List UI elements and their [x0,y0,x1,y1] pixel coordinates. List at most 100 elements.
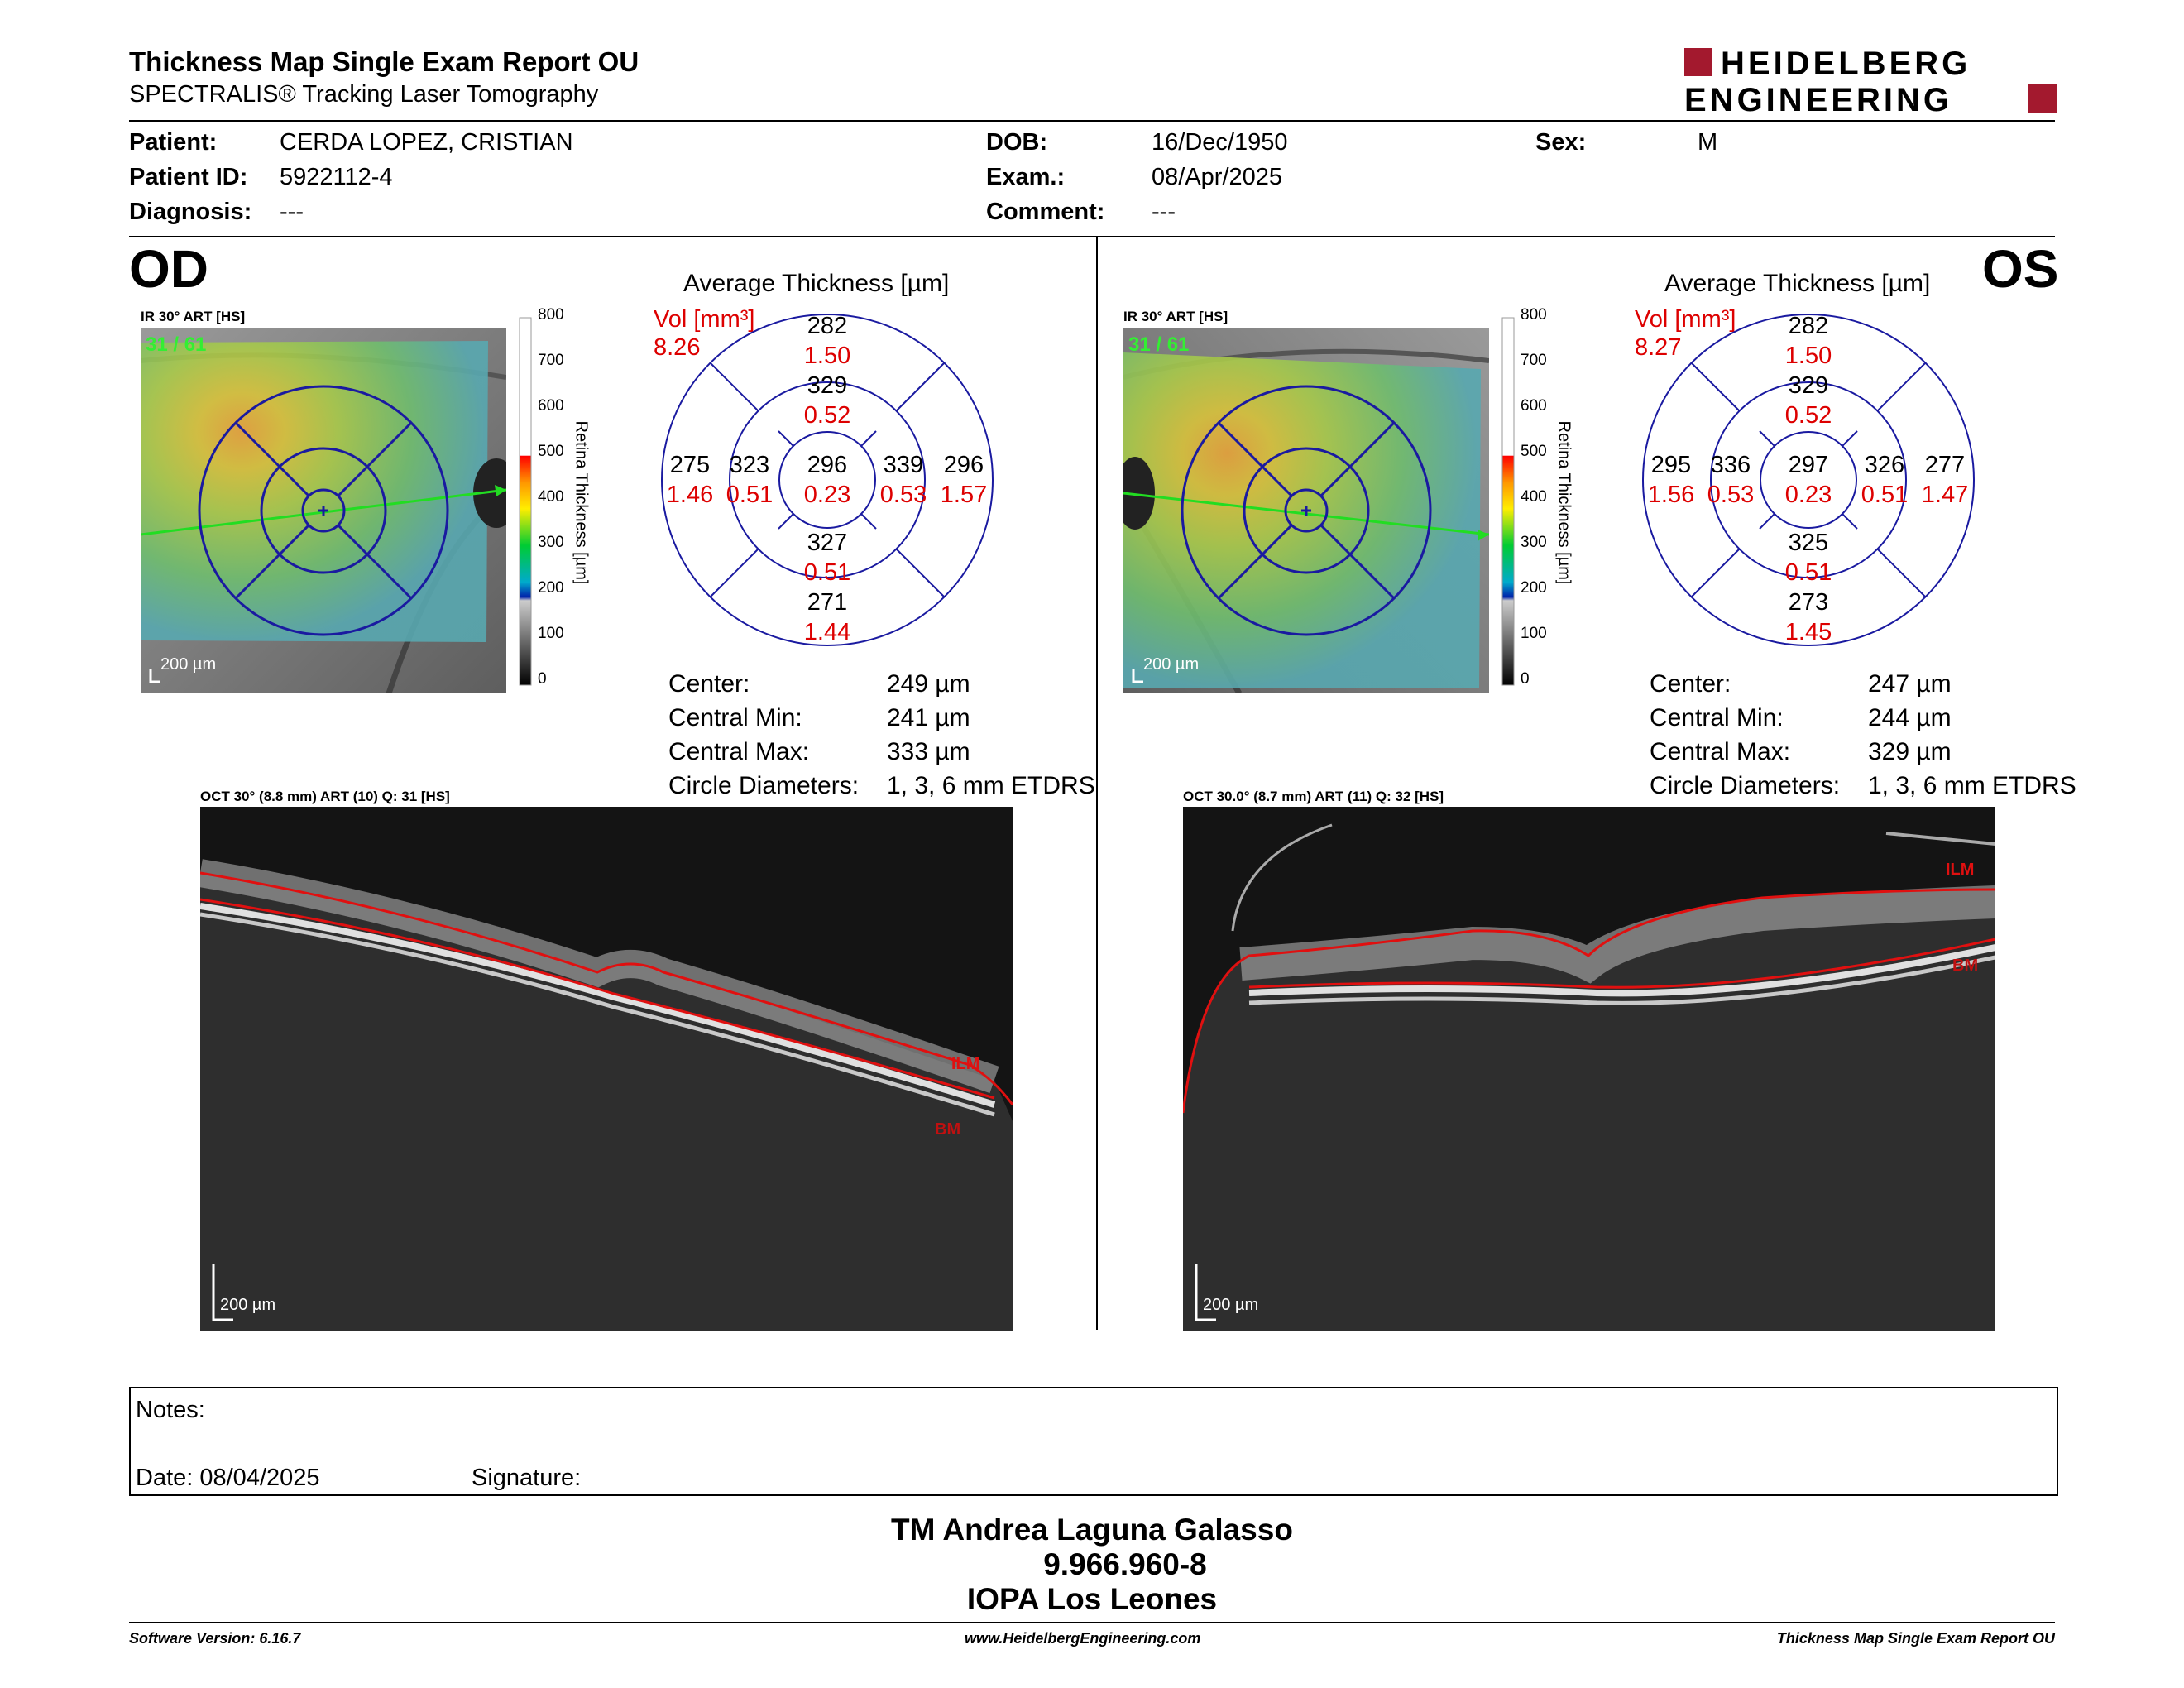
os-inner-right-vol: 0.51 [1861,482,1909,508]
etdrs-grid-od [661,314,994,646]
os-stat-min-label: Central Min: [1650,704,1784,731]
eye-label-od: OD [129,239,208,299]
od-inner-bottom-thick: 327 [807,530,848,556]
os-outer-right-thick: 277 [1924,452,1966,478]
oct-bscan-od [200,807,1013,1331]
os-outer-bottom-thick: 273 [1788,589,1829,616]
footer-report-name: Thickness Map Single Exam Report OU [1776,1630,2055,1647]
divider-center [1096,237,1098,1330]
map-scale-os: 200 µm [1143,655,1200,674]
patient-id-label: Patient ID: [129,164,248,190]
comment-label: Comment: [986,199,1105,225]
heidelberg-logo: HEIDELBERG ENGINEERING [1684,46,2057,117]
etdrs-grid-os [1642,314,1975,646]
od-center-thick: 296 [807,452,848,478]
comment-value: --- [1152,199,1176,225]
patient-label: Patient: [129,129,218,156]
sex-label: Sex: [1535,129,1587,156]
sex-value: M [1698,129,1718,156]
logo-text-2: ENGINEERING [1684,82,1952,117]
date-label: Date: 08/04/2025 [136,1465,320,1491]
od-inner-top-thick: 329 [807,372,848,399]
tick-200: 200 [1521,579,1547,597]
vol-total-os: 8.27 [1635,334,1682,361]
od-inner-left-thick: 323 [729,452,770,478]
os-inner-bottom-thick: 325 [1788,530,1829,556]
diagnosis-label: Diagnosis: [129,199,252,225]
os-inner-left-vol: 0.53 [1707,482,1755,508]
od-outer-bottom-thick: 271 [807,589,848,616]
ir-label-od: IR 30° ART [HS] [141,309,246,324]
oct-label-od: OCT 30° (8.8 mm) ART (10) Q: 31 [HS] [200,789,450,804]
oct-scale-os: 200 µm [1203,1296,1259,1314]
frame-count-od: 31 / 61 [146,333,207,356]
tick-300: 300 [1521,534,1547,551]
tick-300: 300 [538,534,564,551]
colorbar-label-od: Retina Thickness [µm] [572,420,591,585]
colorbar-label-os: Retina Thickness [µm] [1554,420,1573,585]
diagnosis-value: --- [280,199,304,225]
od-stat-diam-label: Circle Diameters: [668,772,860,799]
stamp-name: TM Andrea Laguna Galasso [891,1513,1293,1547]
tick-200: 200 [538,579,564,597]
os-inner-top-vol: 0.52 [1784,402,1832,429]
avg-title-od: Average Thickness [µm] [683,270,950,297]
od-stat-center-label: Center: [668,670,750,698]
patient-name: CERDA LOPEZ, CRISTIAN [280,129,573,156]
oct-label-os: OCT 30.0° (8.7 mm) ART (11) Q: 32 [HS] [1183,789,1444,804]
tick-100: 100 [1521,625,1547,642]
signature-label: Signature: [472,1465,582,1491]
ilm-label-os: ILM [1946,861,1975,879]
os-stat-max-value: 329 µm [1868,738,1952,765]
tick-600: 600 [538,397,564,415]
tick-600: 600 [1521,397,1547,415]
os-inner-right-thick: 326 [1864,452,1905,478]
od-inner-right-vol: 0.53 [879,482,927,508]
website-link[interactable]: www.HeidelbergEngineering.com [965,1630,1201,1647]
thickness-colorbar-os [1502,317,1515,686]
os-center-thick: 297 [1788,452,1829,478]
od-inner-bottom-vol: 0.51 [803,559,851,586]
os-inner-left-thick: 336 [1710,452,1751,478]
tick-0: 0 [1521,670,1530,688]
tick-100: 100 [538,625,564,642]
ilm-label-od: ILM [951,1055,980,1073]
os-inner-top-thick: 329 [1788,372,1829,399]
tick-500: 500 [1521,443,1547,460]
od-outer-top-thick: 282 [807,313,848,339]
oct-bscan-os [1183,807,1995,1331]
od-stat-min-label: Central Min: [668,704,802,731]
os-stat-center-label: Center: [1650,670,1731,698]
tick-400: 400 [538,488,564,506]
od-center-vol: 0.23 [803,482,851,508]
map-scale-od: 200 µm [160,655,217,674]
tick-700: 700 [1521,352,1547,369]
od-inner-right-thick: 339 [883,452,924,478]
ir-label-os: IR 30° ART [HS] [1123,309,1228,324]
patient-id: 5922112-4 [280,164,393,190]
tick-0: 0 [538,670,547,688]
report-subtitle: SPECTRALIS® Tracking Laser Tomography [129,81,599,108]
fundus-thickness-map-od [141,328,506,693]
od-outer-right-vol: 1.57 [940,482,988,508]
vol-label-od: Vol [mm³] [654,306,755,333]
frame-count-os: 31 / 61 [1128,333,1190,356]
vol-label-os: Vol [mm³] [1635,306,1736,333]
os-outer-left-vol: 1.56 [1647,482,1695,508]
notes-box[interactable] [129,1387,2058,1496]
od-stat-center-value: 249 µm [887,670,970,698]
tick-800: 800 [1521,306,1547,324]
oct-scale-od: 200 µm [220,1296,276,1314]
dob-label: DOB: [986,129,1048,156]
thickness-colorbar-od [519,317,532,686]
exam-label: Exam.: [986,164,1066,190]
od-stat-max-value: 333 µm [887,738,970,765]
tick-800: 800 [538,306,564,324]
divider-top [129,120,2055,122]
od-inner-left-vol: 0.51 [726,482,774,508]
od-stat-diam-value: 1, 3, 6 mm ETDRS [887,772,1095,799]
logo-text-1: HEIDELBERG [1721,46,1971,82]
od-stat-min-value: 241 µm [887,704,970,731]
os-stat-center-value: 247 µm [1868,670,1952,698]
notes-label: Notes: [136,1397,205,1423]
